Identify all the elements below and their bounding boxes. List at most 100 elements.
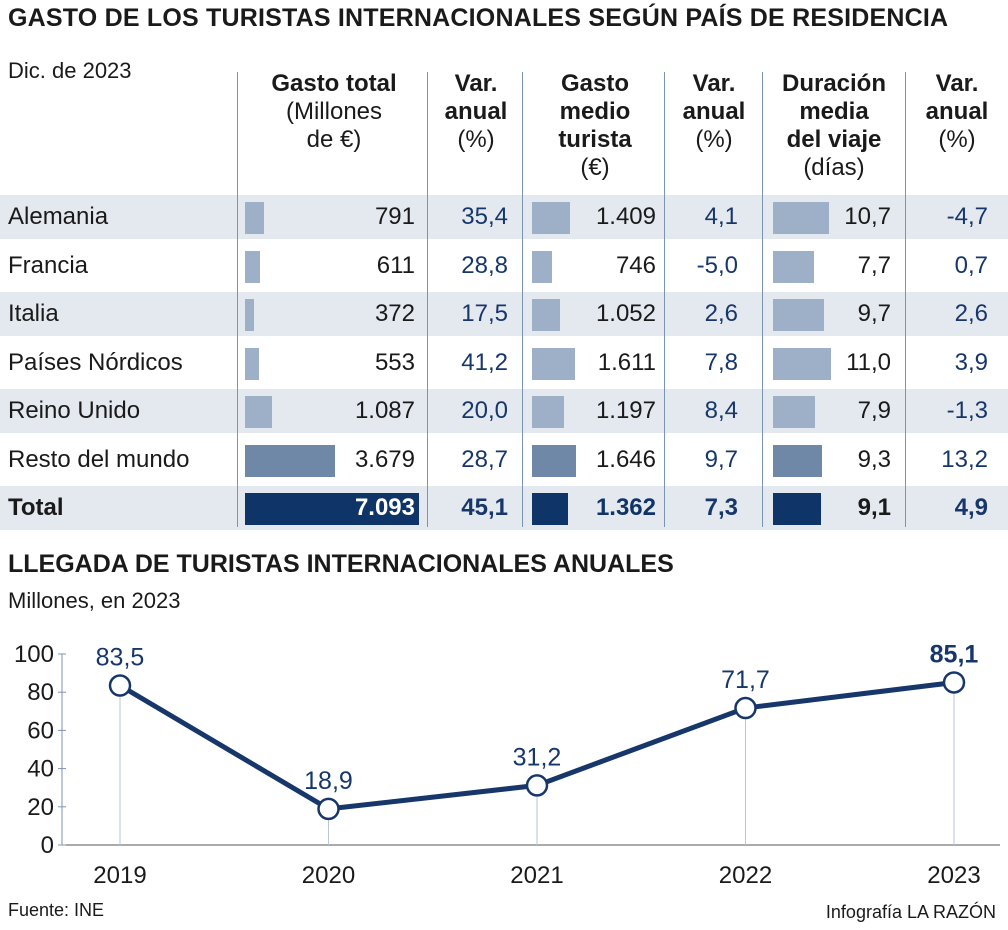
header-duracion-t3: del viaje xyxy=(786,126,882,153)
var-duracion-value: -1,3 xyxy=(946,397,988,424)
gasto-medio-value: 1.362 xyxy=(595,494,656,521)
data-label: 31,2 xyxy=(513,743,562,771)
var-gasto-value: 17,5 xyxy=(461,300,508,327)
gasto-medio-value: 1.409 xyxy=(595,203,656,230)
var-duracion-value: 2,6 xyxy=(954,300,988,327)
x-tick-label: 2022 xyxy=(719,862,772,889)
data-point xyxy=(108,674,132,697)
data-point xyxy=(525,774,549,797)
gasto-total-value: 3.679 xyxy=(354,445,415,473)
chart-title: LLEGADA DE TURISTAS INTERNACIONALES ANUA… xyxy=(8,550,674,578)
data-point xyxy=(942,671,966,694)
bar-duracion xyxy=(773,347,831,380)
column-divider xyxy=(664,72,665,527)
column-divider xyxy=(905,72,906,527)
column-divider xyxy=(427,72,428,527)
bar-gasto-medio xyxy=(532,250,552,283)
table-row: Países Nórdicos 553 41,2 1.611 7,8 11,0 3,9 xyxy=(0,341,1008,385)
header-gasto-total-title: Gasto total xyxy=(271,70,397,97)
header-var-gasto: Var. anual (%) xyxy=(430,70,522,154)
var-duracion-value: 4,9 xyxy=(954,494,988,521)
bar-duracion xyxy=(773,396,815,428)
country-label: Resto del mundo xyxy=(8,445,190,473)
bar-gasto-total xyxy=(245,250,260,283)
gasto-medio-value: 746 xyxy=(615,251,656,279)
y-tick-label: 80 xyxy=(27,679,54,706)
bar-gasto-medio xyxy=(532,493,569,525)
header-gasto-total-unit2: de €) xyxy=(306,126,362,153)
header-var-duracion-unit: (%) xyxy=(938,126,976,153)
header-duracion-t2: media xyxy=(799,98,869,125)
country-label: Francia xyxy=(8,251,89,279)
data-point xyxy=(317,797,340,821)
var-gasto-value: 28,8 xyxy=(461,251,508,279)
y-tick-label: 100 xyxy=(14,641,54,668)
table-row: Italia 372 17,5 1.052 2,6 9,7 2,6 xyxy=(0,292,1008,336)
bar-gasto-total xyxy=(245,493,419,525)
duracion-value: 9,1 xyxy=(857,494,891,521)
x-tick-label: 2021 xyxy=(510,862,563,889)
bar-gasto-medio xyxy=(532,396,564,428)
var-medio-value: -5,0 xyxy=(696,251,738,279)
chart-subtitle: Millones, en 2023 xyxy=(8,588,181,613)
bar-duracion xyxy=(773,250,814,283)
gasto-medio-value: 1.646 xyxy=(595,445,656,473)
country-label: Países Nórdicos xyxy=(8,348,183,376)
duracion-value: 7,7 xyxy=(857,251,891,279)
column-divider xyxy=(237,72,238,527)
data-label: 18,9 xyxy=(304,767,353,795)
var-duracion-value: 0,7 xyxy=(954,251,988,279)
bar-gasto-medio xyxy=(532,299,561,331)
var-gasto-value: 45,1 xyxy=(461,494,508,521)
country-label: Reino Unido xyxy=(8,397,141,424)
bar-gasto-total xyxy=(245,299,255,331)
var-duracion-value: -4,7 xyxy=(946,203,988,230)
bar-duracion xyxy=(773,444,823,477)
header-gasto-total-unit1: (Millones xyxy=(285,98,383,125)
source-note: Fuente: INE xyxy=(8,900,105,920)
x-tick-label: 2019 xyxy=(93,862,146,889)
y-tick-label: 20 xyxy=(27,794,54,821)
var-medio-value: 2,6 xyxy=(704,300,738,327)
header-gasto-medio-t3: turista xyxy=(558,126,632,153)
var-gasto-value: 35,4 xyxy=(461,203,508,230)
header-gasto-medio-unit: (€) xyxy=(580,154,610,181)
data-label: 85,1 xyxy=(930,640,979,668)
gasto-total-value: 372 xyxy=(374,300,415,327)
header-var-medio: Var. anual (%) xyxy=(668,70,760,154)
bar-duracion xyxy=(773,202,830,234)
var-medio-value: 4,1 xyxy=(704,203,738,230)
bar-gasto-total xyxy=(245,347,259,380)
header-var-gasto-unit: (%) xyxy=(457,126,495,153)
data-point xyxy=(734,696,757,720)
gasto-total-value: 553 xyxy=(374,348,415,376)
header-var-medio-t1: Var. xyxy=(692,70,736,97)
bar-gasto-medio xyxy=(532,444,576,477)
var-medio-value: 7,8 xyxy=(704,348,738,376)
table-row: Reino Unido 1.087 20,0 1.197 8,4 7,9 -1,3 xyxy=(0,389,1008,433)
table-row: Francia 611 28,8 746 -5,0 7,7 0,7 xyxy=(0,244,1008,288)
bar-gasto-total xyxy=(245,396,272,428)
header-var-medio-t2: anual xyxy=(682,98,746,125)
duracion-value: 9,3 xyxy=(857,445,891,473)
column-divider xyxy=(522,72,523,527)
bar-gasto-medio xyxy=(532,202,570,234)
header-var-duracion-t2: anual xyxy=(925,98,989,125)
header-gasto-total: Gasto total (Millones de €) xyxy=(244,70,424,154)
header-duracion-unit: (días) xyxy=(803,154,865,181)
header-var-gasto-t1: Var. xyxy=(454,70,498,97)
line-chart: 0 20 40 60 80 100 2019 2020 2021 2022 2023 83,5 18,9… xyxy=(14,640,1000,889)
gasto-medio-value: 1.611 xyxy=(597,348,656,376)
gasto-medio-value: 1.197 xyxy=(595,397,656,424)
header-duracion: Duración media del viaje (días) xyxy=(764,70,904,182)
bar-gasto-total xyxy=(245,444,336,477)
bar-duracion xyxy=(773,493,821,525)
gasto-total-value: 1.087 xyxy=(354,397,415,424)
y-tick-label: 40 xyxy=(27,756,54,783)
x-tick-label: 2020 xyxy=(302,862,355,889)
duracion-value: 10,7 xyxy=(844,203,891,230)
table-subtitle: Dic. de 2023 xyxy=(8,58,132,83)
header-var-duracion: Var. anual (%) xyxy=(910,70,1004,154)
bar-gasto-total xyxy=(245,202,265,234)
var-gasto-value: 28,7 xyxy=(461,445,508,473)
